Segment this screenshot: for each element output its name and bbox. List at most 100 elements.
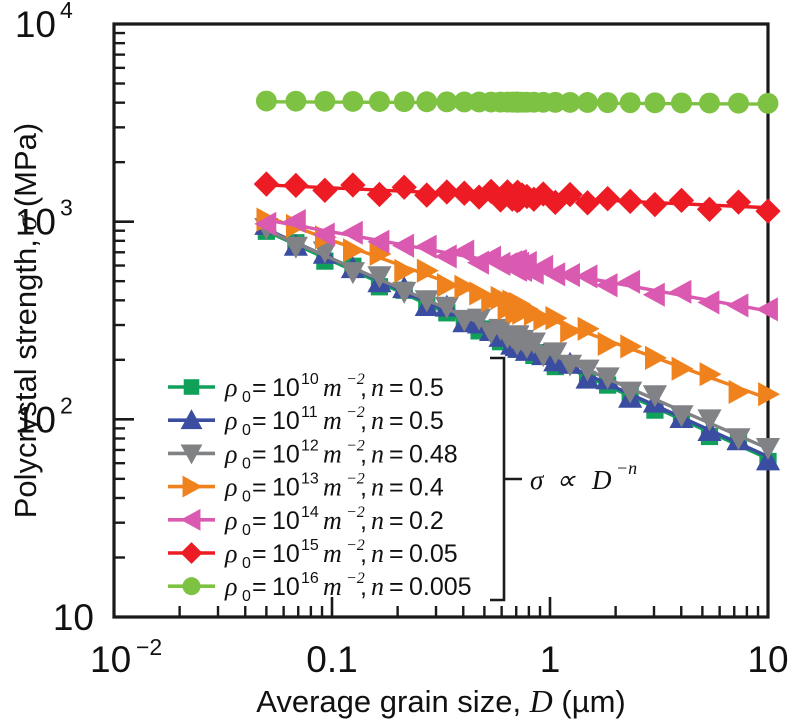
annotation-D: D bbox=[591, 465, 612, 495]
legend-rho-sub: 0 bbox=[242, 522, 251, 539]
data-marker-square bbox=[183, 379, 200, 395]
legend-n-equals: = bbox=[389, 374, 404, 402]
legend-equals: = bbox=[252, 440, 267, 468]
legend-equals: = bbox=[252, 474, 267, 502]
legend-base: 10 bbox=[272, 540, 300, 568]
legend-n-equals: = bbox=[389, 407, 404, 435]
legend-unit: m bbox=[323, 572, 342, 601]
legend-item-5[interactable]: ρ 0 = 10 15 m −2, n = 0.05 bbox=[168, 537, 458, 572]
data-marker-diamond bbox=[557, 181, 583, 208]
svg-text:Average grain size, D (µm): Average grain size, D (µm) bbox=[256, 683, 625, 719]
data-marker-circle bbox=[757, 92, 779, 114]
legend-comma: , bbox=[360, 407, 367, 435]
legend-equals: = bbox=[252, 573, 267, 601]
legend-rho-sub: 0 bbox=[242, 422, 251, 439]
series-3 bbox=[256, 207, 781, 407]
y-tick-label-3: 10 bbox=[53, 597, 94, 638]
data-marker-triangle-dn bbox=[367, 266, 392, 289]
data-marker-triangle-dn bbox=[340, 262, 365, 285]
legend-base: 10 bbox=[272, 440, 300, 468]
svg-text:3: 3 bbox=[60, 195, 73, 221]
data-marker-circle bbox=[671, 92, 692, 114]
data-marker-diamond bbox=[414, 182, 440, 208]
legend-unit-exponent: −2 bbox=[346, 570, 365, 587]
svg-text:10: 10 bbox=[747, 639, 788, 680]
legend-unit: m bbox=[323, 439, 342, 468]
legend-rho-exponent: 13 bbox=[301, 471, 319, 488]
data-marker-triangle-lt bbox=[340, 220, 363, 245]
legend-n-symbol: n bbox=[371, 406, 384, 435]
legend-item-6[interactable]: ρ 0 = 10 16 m −2, n = 0.005 bbox=[168, 570, 472, 605]
legend-item-3[interactable]: ρ 0 = 10 13 m −2, n = 0.4 bbox=[168, 471, 444, 506]
legend-rho-exponent: 15 bbox=[301, 537, 319, 554]
data-marker-diamond bbox=[253, 171, 280, 197]
data-marker-triangle-rt bbox=[645, 345, 667, 370]
data-series-group bbox=[253, 90, 781, 471]
legend-comma: , bbox=[360, 573, 367, 601]
x-tick-label-0: 10 −2 bbox=[90, 634, 162, 680]
legend-comma: , bbox=[360, 374, 367, 402]
legend: ρ 0 = 10 10 m −2, n = 0.5ρ 0 = 10 11 m −2, n = 0.5ρ 0 = 10 12 m… bbox=[168, 356, 637, 605]
data-marker-triangle-dn bbox=[697, 409, 722, 432]
data-marker-diamond bbox=[574, 190, 601, 216]
legend-rho-exponent: 16 bbox=[301, 570, 319, 587]
data-marker-circle bbox=[728, 92, 749, 114]
legend-equals: = bbox=[252, 507, 267, 535]
axis-titles: Average grain size, D (µm) Polycrystal st… bbox=[8, 123, 626, 719]
data-marker-triangle-dn bbox=[543, 342, 568, 365]
legend-n-equals: = bbox=[389, 440, 404, 468]
data-marker-diamond bbox=[180, 542, 203, 564]
legend-n-symbol: n bbox=[371, 572, 384, 601]
legend-rho-sub: 0 bbox=[242, 455, 251, 472]
data-marker-triangle-rt bbox=[545, 306, 568, 331]
svg-text:10: 10 bbox=[90, 639, 131, 680]
data-marker-triangle-lt bbox=[557, 262, 580, 288]
data-marker-triangle-lt bbox=[669, 279, 692, 304]
data-marker-triangle-lt bbox=[618, 269, 641, 294]
legend-rho-exponent: 12 bbox=[301, 437, 319, 454]
data-marker-circle bbox=[416, 91, 438, 113]
annotation-sigma: σ bbox=[530, 465, 545, 495]
legend-item-0[interactable]: ρ 0 = 10 10 m −2, n = 0.5 bbox=[168, 371, 444, 406]
data-marker-triangle-dn bbox=[669, 405, 694, 428]
legend-n-equals: = bbox=[389, 540, 404, 568]
data-marker-triangle-dn bbox=[521, 332, 546, 355]
legend-rho-sub: 0 bbox=[242, 389, 251, 406]
data-marker-triangle-rt bbox=[577, 316, 600, 341]
data-marker-triangle-rt bbox=[342, 238, 365, 263]
data-marker-circle bbox=[544, 91, 566, 113]
data-marker-triangle-rt bbox=[597, 331, 620, 357]
data-marker-triangle-lt bbox=[180, 508, 201, 531]
legend-item-1[interactable]: ρ 0 = 10 11 m −2, n = 0.5 bbox=[168, 404, 444, 439]
legend-rho-exponent: 11 bbox=[301, 404, 318, 421]
legend-item-2[interactable]: ρ 0 = 10 12 m −2, n = 0.48 bbox=[168, 437, 458, 472]
svg-text:Polycrystal strength, σ (MPa): Polycrystal strength, σ (MPa) bbox=[8, 123, 43, 519]
data-marker-triangle-dn bbox=[452, 309, 477, 332]
data-marker-circle bbox=[285, 90, 307, 112]
legend-n-value: 0.48 bbox=[409, 440, 458, 468]
data-marker-diamond bbox=[366, 181, 393, 208]
legend-rho: ρ bbox=[224, 572, 237, 601]
data-marker-triangle-dn bbox=[755, 437, 781, 460]
legend-n-equals: = bbox=[389, 507, 404, 535]
data-marker-triangle-dn bbox=[575, 359, 600, 382]
data-marker-triangle-lt bbox=[254, 211, 277, 236]
data-marker-circle bbox=[597, 92, 619, 114]
data-marker-triangle-dn bbox=[434, 296, 459, 319]
legend-item-4[interactable]: ρ 0 = 10 14 m −2, n = 0.2 bbox=[168, 504, 444, 539]
legend-unit-exponent: −2 bbox=[346, 471, 365, 488]
legend-n-equals: = bbox=[389, 474, 404, 502]
data-marker-triangle-lt bbox=[283, 208, 306, 234]
data-marker-triangle-lt bbox=[697, 290, 720, 315]
y-tick-label-1: 10 3 bbox=[15, 195, 73, 243]
data-marker-triangle-rt bbox=[416, 258, 439, 283]
data-marker-triangle-lt bbox=[367, 229, 390, 254]
y-axis-title: Polycrystal strength, σ (MPa) bbox=[8, 123, 43, 519]
data-marker-triangle-rt bbox=[454, 274, 477, 299]
data-marker-triangle-lt bbox=[452, 239, 475, 264]
data-marker-circle bbox=[342, 90, 364, 112]
legend-unit: m bbox=[323, 539, 342, 568]
data-marker-diamond bbox=[642, 191, 668, 218]
legend-rho: ρ bbox=[224, 506, 237, 535]
